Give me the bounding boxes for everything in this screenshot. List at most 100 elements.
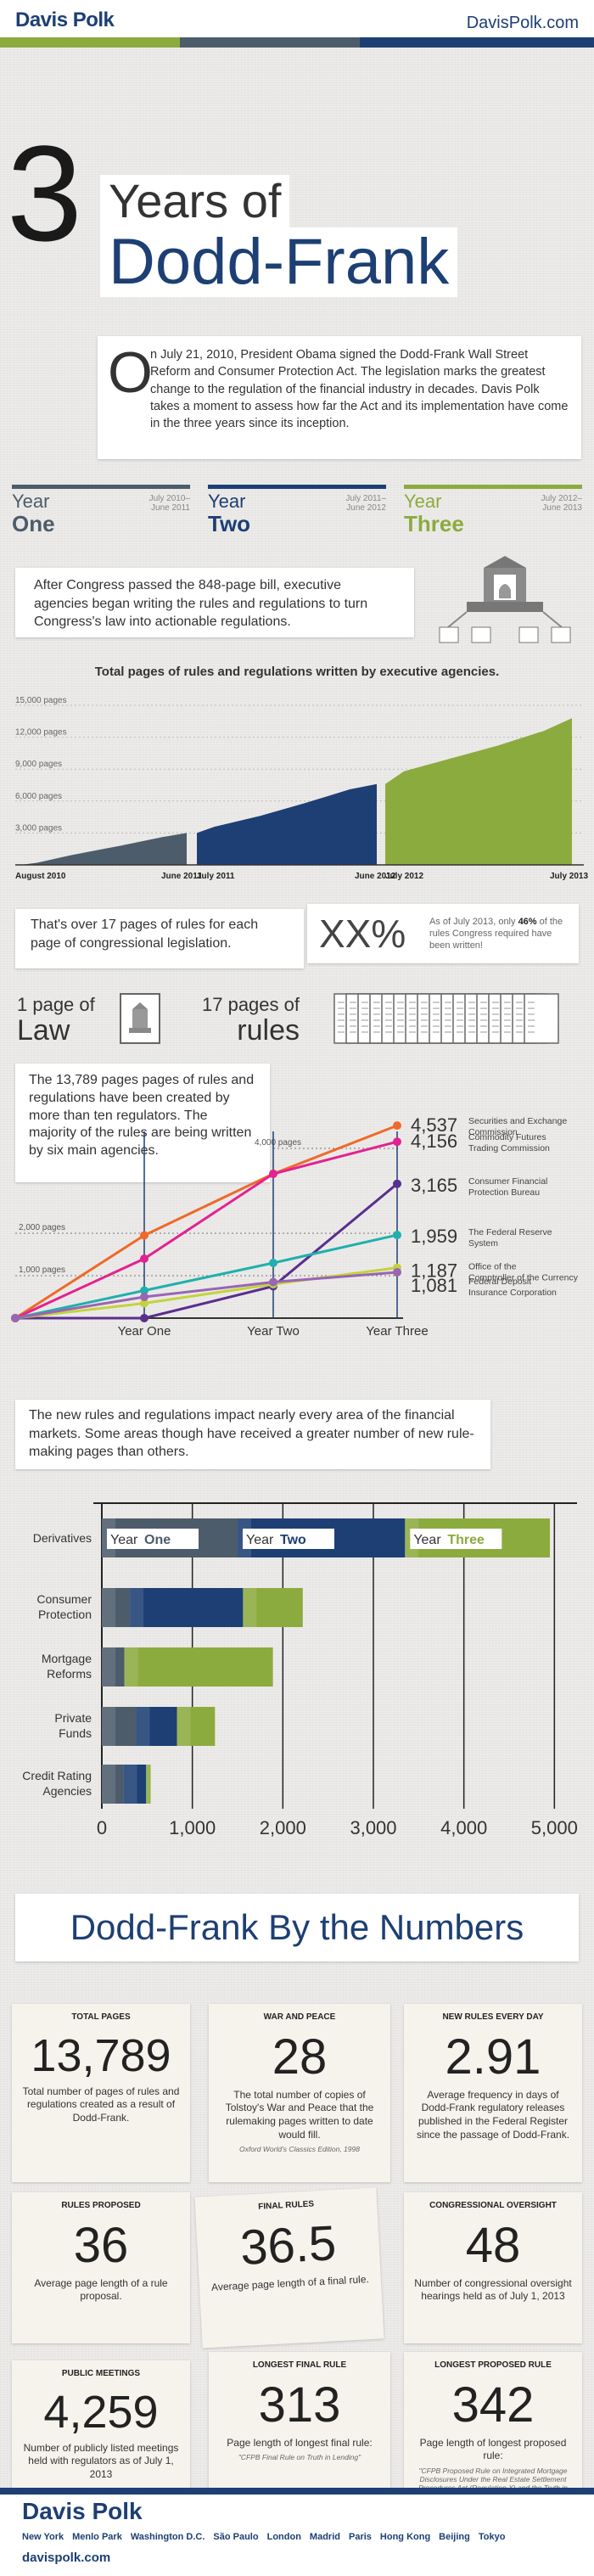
bar-shade (136, 1707, 150, 1746)
agency-line-3 (15, 1182, 398, 1320)
stat-value: 13,789 (31, 2030, 171, 2081)
year-two-label: Year Two July 2011– June 2012 (208, 485, 386, 544)
footer-logo[interactable]: Davis Polk (22, 2498, 143, 2524)
law-page-icon (120, 993, 160, 1044)
footer-city: Washington D.C. (130, 2532, 205, 2542)
bar-segment (243, 1588, 303, 1627)
agency-line-chart: 1,000 pages 2,000 pages 4,000 pages Year On… (11, 1114, 579, 1339)
footer-city: Beijing (439, 2532, 470, 2542)
xx-text-b: of the rules Congress required have been… (429, 916, 563, 951)
area-x-label: July 2012 (385, 872, 423, 881)
bar-shade (177, 1707, 191, 1746)
agency-name: Insurance Corporation (468, 1288, 557, 1298)
stat-label: CONGRESSIONAL OVERSIGHT (429, 2201, 557, 2210)
agency-name: Consumer Financial (468, 1176, 547, 1187)
area-chart-title: Total pages of rules and regulations wri… (94, 665, 500, 679)
agency-value: 1,959 (411, 1226, 457, 1247)
pages-ratio-section: That's over 17 pages of rules for each p… (0, 901, 594, 1053)
agency-name: Comptroller of the Currency (468, 1273, 579, 1283)
agency-point (269, 1259, 277, 1267)
congress-text-card: After Congress passed the 848-page bill,… (15, 568, 414, 637)
bar-x-tick: 3,000 (350, 1817, 396, 1838)
stat-description: The total number of copies of Tolstoy's … (225, 2088, 374, 2141)
bar-x-tick: 4,000 (440, 1817, 487, 1838)
site-link[interactable]: DavisPolk.com (466, 14, 579, 32)
stat-value: 2.91 (445, 2029, 541, 2085)
bar-segment (102, 1647, 125, 1686)
stat-description: Average page length of a rule proposal. (34, 2276, 168, 2303)
stat-description: Average frequency in days of Dodd-Frank … (416, 2088, 570, 2141)
bar-x-tick: 1,000 (169, 1817, 216, 1838)
agency-point (393, 1267, 401, 1277)
agency-name: System (468, 1238, 498, 1249)
footer-city: São Paulo (213, 2532, 259, 2542)
stat-label: RULES PROPOSED (61, 2201, 141, 2210)
stat-value: 48 (465, 2218, 521, 2273)
numbers-title-card: Dodd-Frank By the Numbers (15, 1894, 579, 1961)
stat-value: 36.5 (238, 2215, 338, 2276)
rule-page (524, 993, 559, 1044)
agency-point (140, 1286, 148, 1295)
bar-shade (124, 1647, 138, 1686)
agency-line-2 (14, 1140, 398, 1320)
rules-block: 17 pages of rules (202, 994, 300, 1047)
stat-label: LONGEST PROPOSED RULE (434, 2360, 552, 2370)
agency-name: Office of the (468, 1262, 517, 1272)
impact-text: The new rules and regulations impact nea… (29, 1408, 474, 1460)
bar-legend-label: Two (280, 1533, 306, 1547)
footer-site-link[interactable]: davispolk.com (22, 2551, 111, 2565)
davis-polk-logo[interactable]: Davis Polk (15, 8, 115, 31)
congress-section: After Congress passed the 848-page bill,… (0, 544, 594, 654)
intro-text: n July 21, 2010, President Obama signed … (150, 348, 569, 431)
agency-name: Securities and Exchange (468, 1116, 567, 1126)
stat-label: WAR AND PEACE (263, 2012, 336, 2022)
page-footer: Davis Polk New York Menlo Park Washington … (0, 2488, 594, 2576)
agency-name: Protection Bureau (468, 1187, 540, 1198)
agency-section: The 13,789 pages pages of rules and regu… (0, 1053, 594, 1376)
footer-city: New York (22, 2532, 64, 2542)
bar-legend-label: Three (447, 1533, 485, 1547)
footer-cities: New York Menlo Park Washington D.C. São Pau… (22, 2532, 513, 2542)
agency-line-6 (14, 1271, 398, 1320)
pages-chart-section: Total pages of rules and regulations wri… (0, 654, 594, 901)
agency-name: Commodity Futures (468, 1132, 546, 1142)
bar-shade (146, 1765, 151, 1804)
agency-point (140, 1254, 148, 1263)
title-line-1: Years of (100, 175, 290, 227)
area-x-label: July 2011 (197, 872, 235, 881)
agency-point (140, 1231, 148, 1240)
agency-name: Trading Commission (468, 1143, 550, 1153)
year-one-label: Year One July 2010– June 2011 (12, 485, 190, 544)
agency-value: 4,156 (411, 1131, 457, 1152)
stat-note: "CFPB Final Rule on Truth in Lending" (238, 2453, 361, 2462)
bar-segment (102, 1588, 131, 1627)
xx-text-a: As of July 2013, only (429, 916, 518, 927)
footer-city: Tokyo (478, 2532, 506, 2542)
area-y-tick: 6,000 pages (15, 792, 62, 801)
agency-value: 4,537 (411, 1114, 457, 1136)
area-y-tick: 9,000 pages (15, 760, 62, 769)
bar-shade (130, 1588, 144, 1627)
footer-city: Menlo Park (72, 2532, 122, 2542)
bar-category: Protection (38, 1608, 92, 1621)
area-series-3 (385, 718, 572, 865)
area-y-tick: 15,000 pages (15, 696, 67, 705)
stat-value: 4,259 (43, 2387, 159, 2438)
stat-description: Number of publicly listed meetings held … (23, 2441, 179, 2480)
bar-segment (130, 1588, 244, 1627)
bar-segment (146, 1765, 151, 1804)
bar-category: Reforms (47, 1667, 92, 1681)
stat-card: RULES PROPOSED 36 Average page length of a… (12, 2192, 190, 2343)
agency-value: 1,187 (411, 1260, 457, 1282)
stat-card: CONGRESSIONAL OVERSIGHT 48 Number of congr… (404, 2192, 582, 2343)
bar-segment (123, 1765, 147, 1804)
page-header: Davis Polk DavisPolk.com (0, 0, 594, 48)
bar-segment (124, 1647, 273, 1686)
area-x-label: July 2013 (550, 872, 588, 881)
pages-ratio-text: That's over 17 pages of rules for each p… (31, 918, 259, 951)
bar-category: Agencies (42, 1784, 92, 1798)
line-grid-label: 4,000 pages (255, 1138, 301, 1148)
agency-text: The 13,789 pages pages of rules and regu… (29, 1073, 255, 1159)
line-grid-label: 1,000 pages (19, 1266, 65, 1275)
agency-point (140, 1314, 148, 1322)
